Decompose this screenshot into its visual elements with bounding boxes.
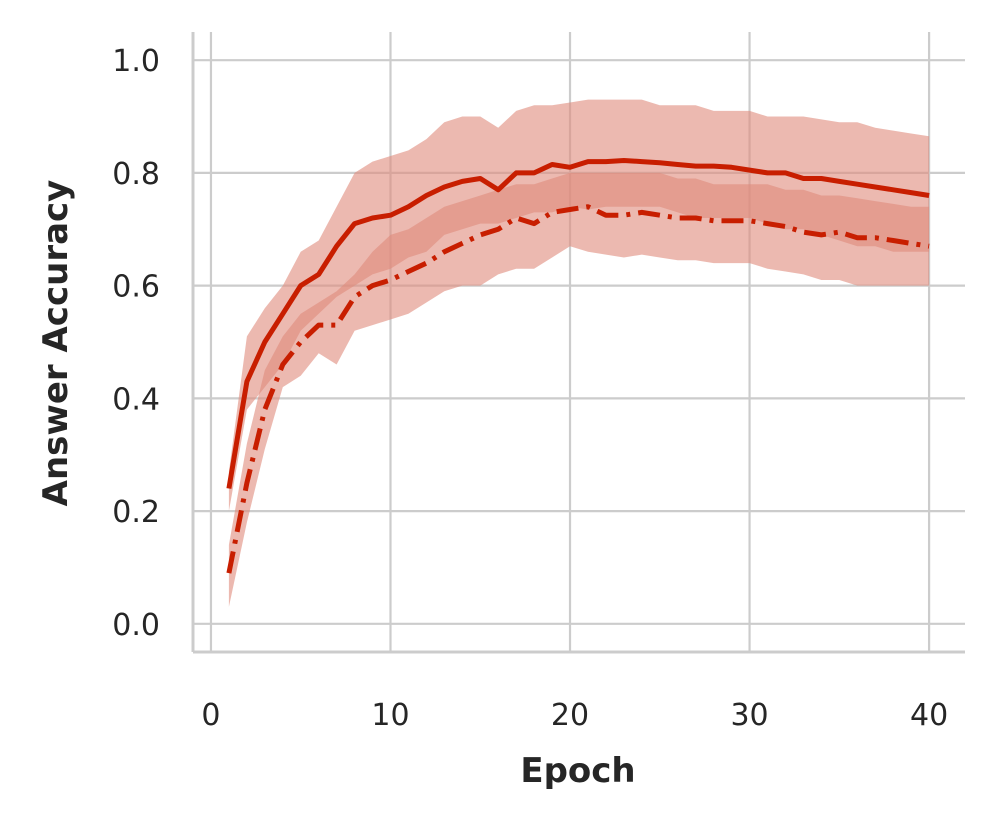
series-lines (226, 158, 930, 574)
x-tick-label: 40 (910, 698, 948, 733)
series-line-dashdot (226, 204, 930, 574)
x-tick-label: 0 (201, 698, 220, 733)
y-tick-label: 0.8 (112, 157, 160, 192)
confidence-band-2 (228, 172, 930, 607)
x-tick-label: 30 (730, 698, 768, 733)
x-tick-label: 20 (551, 698, 589, 733)
series-line-solid (226, 158, 930, 489)
y-tick-label: 0.2 (112, 495, 160, 530)
y-tick-label: 1.0 (112, 44, 160, 79)
x-axis-title: Epoch (520, 751, 635, 791)
y-tick-label: 0.4 (112, 382, 160, 417)
y-axis-title: Answer Accuracy (36, 180, 76, 507)
y-tick-label: 0.0 (112, 608, 160, 643)
y-tick-label: 0.6 (112, 270, 160, 305)
confidence-bands (228, 99, 930, 607)
axis-spines (191, 32, 965, 654)
x-tick-labels: 0 10 20 30 40 (201, 698, 948, 733)
x-tick-label: 10 (371, 698, 409, 733)
y-tick-labels: 0.0 0.2 0.4 0.6 0.8 1.0 (112, 44, 160, 643)
